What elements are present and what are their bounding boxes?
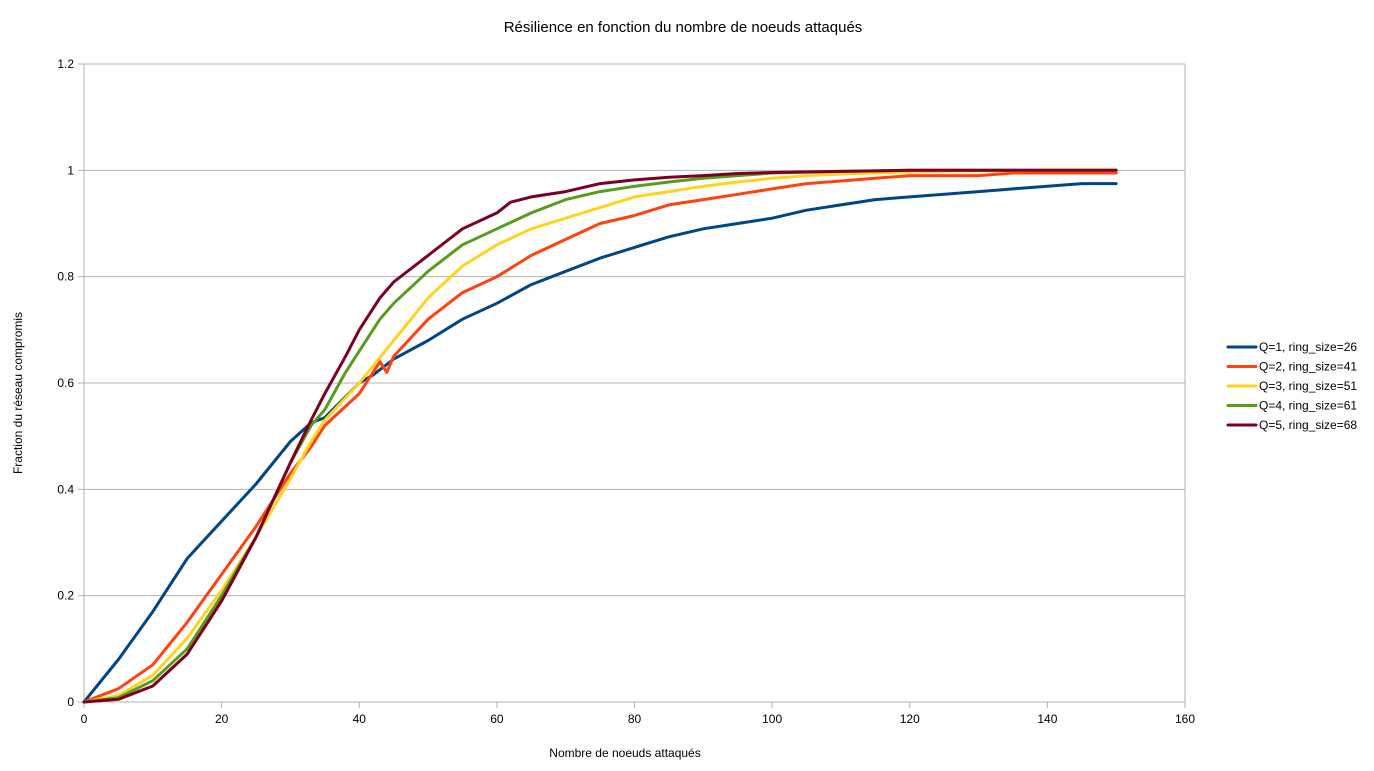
x-tick-label: 80 [628, 712, 642, 726]
series-line-2 [82, 171, 1118, 704]
x-tick-label: 160 [1175, 712, 1195, 726]
y-tick-label: 0.2 [57, 589, 74, 603]
legend-item: Q=3, ring_size=51 [1226, 379, 1357, 393]
legend-label: Q=5, ring_size=68 [1259, 418, 1357, 432]
chart-title: Résilience en fonction du nombre de noeu… [504, 19, 863, 36]
y-tick-label: 1 [67, 163, 74, 177]
x-tick-label: 120 [900, 712, 920, 726]
legend-item: Q=5, ring_size=68 [1226, 418, 1357, 432]
series-line-1 [82, 182, 1118, 704]
legend-item: Q=1, ring_size=26 [1226, 340, 1357, 354]
y-tick-label: 1.2 [57, 57, 74, 71]
y-tick-label: 0.4 [57, 482, 74, 496]
legend-label: Q=4, ring_size=61 [1259, 399, 1357, 413]
x-tick-label: 100 [762, 712, 782, 726]
series-line-3 [82, 168, 1118, 704]
y-tick-label: 0.6 [57, 376, 74, 390]
grid-lines [84, 63, 1185, 703]
y-axis-label: Fraction du réseau compromis [11, 312, 25, 474]
tick-labels: 0 0.2 0.4 0.6 0.8 1 1.2 0 20 40 60 80 100 120 140 160 [57, 57, 1195, 726]
series-line-4 [82, 168, 1118, 704]
legend-label: Q=1, ring_size=26 [1259, 340, 1357, 354]
axes [78, 63, 1186, 708]
legend: Q=1, ring_size=26 Q=2, ring_size=41 Q=3, r… [1226, 340, 1357, 432]
legend-item: Q=4, ring_size=61 [1226, 399, 1357, 413]
x-tick-label: 0 [81, 712, 88, 726]
series-line-5 [82, 168, 1118, 704]
plot-area [82, 168, 1118, 704]
x-tick-label: 40 [353, 712, 367, 726]
legend-item: Q=2, ring_size=41 [1226, 360, 1357, 374]
x-tick-label: 60 [490, 712, 504, 726]
x-tick-label: 20 [215, 712, 229, 726]
x-axis-label: Nombre de noeuds attaqués [549, 746, 700, 760]
legend-label: Q=2, ring_size=41 [1259, 360, 1357, 374]
x-tick-label: 140 [1037, 712, 1057, 726]
legend-label: Q=3, ring_size=51 [1259, 379, 1357, 393]
y-tick-label: 0 [67, 695, 74, 709]
y-tick-label: 0.8 [57, 270, 74, 284]
